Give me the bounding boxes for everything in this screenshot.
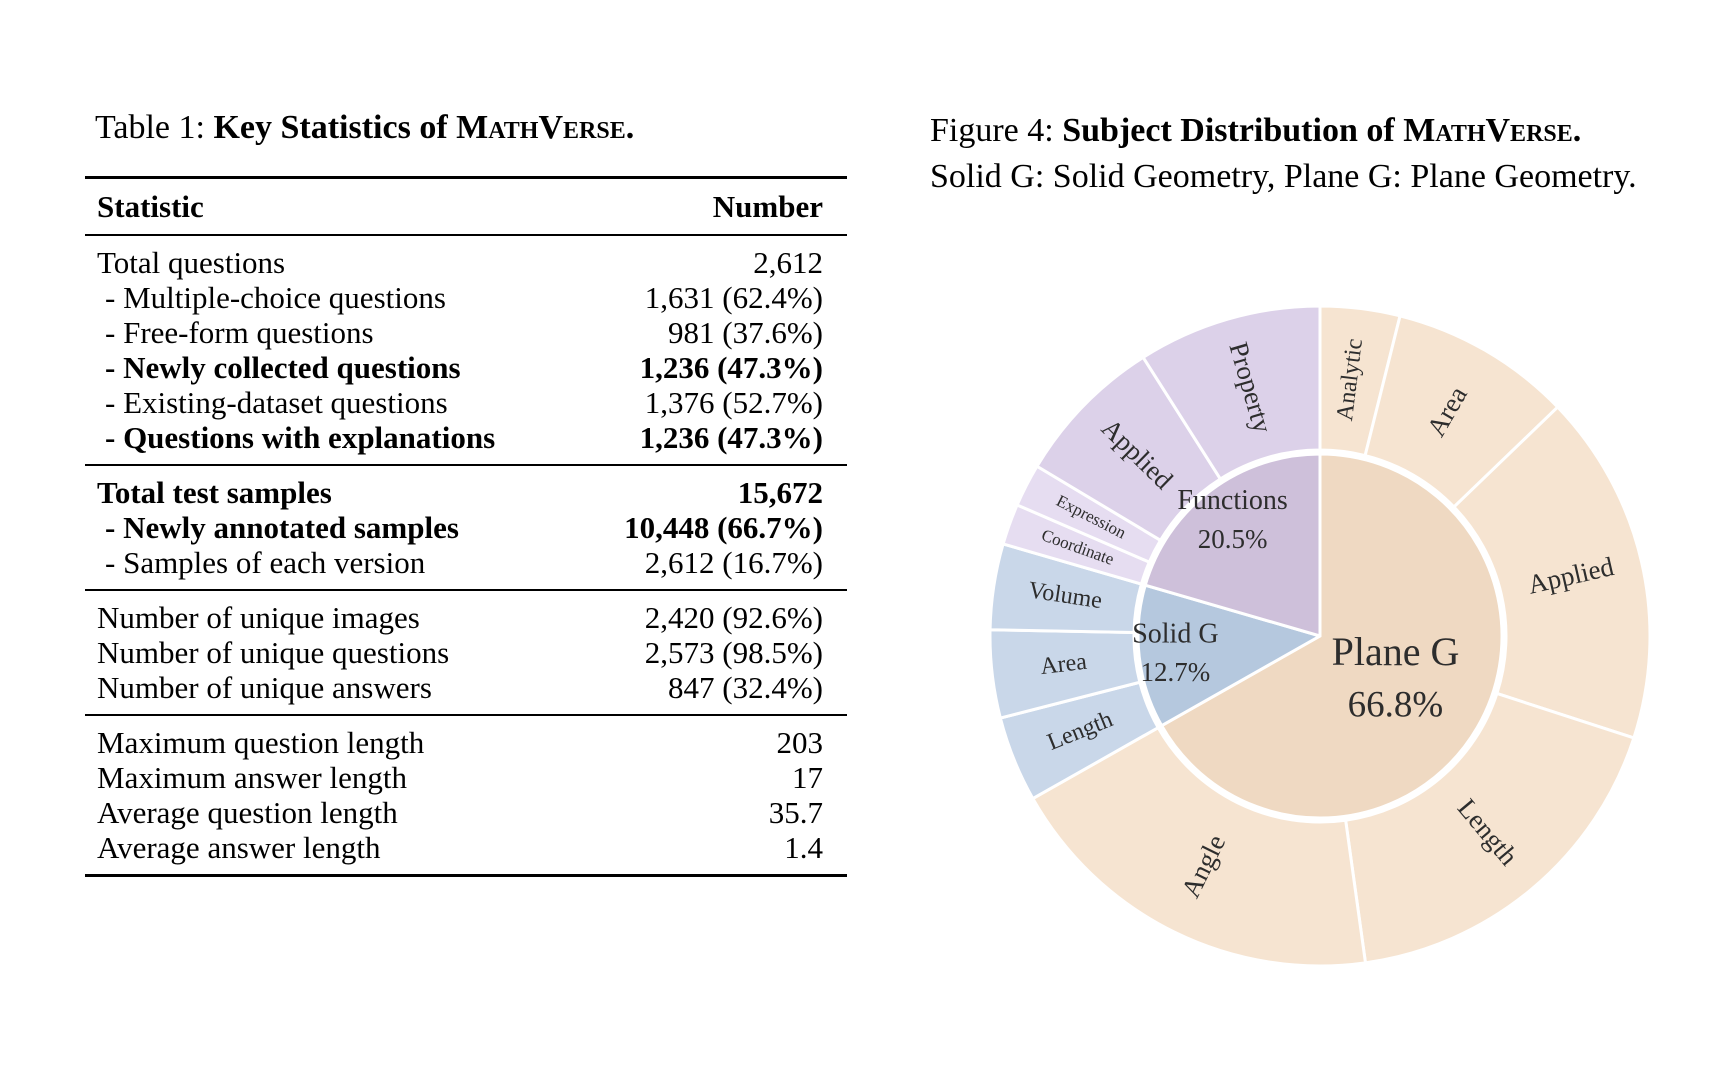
table-title-smallcaps: MathVerse. — [456, 109, 635, 146]
inner-segment-percentage: 20.5% — [1198, 524, 1268, 554]
inner-segment-label: Plane G — [1332, 629, 1460, 674]
row-value: 35.7 — [768, 795, 823, 830]
table-row: Number of unique images 2,420 (92.6%) — [85, 600, 847, 635]
inner-segment-percentage: 12.7% — [1141, 657, 1211, 687]
row-value: 10,448 (66.7%) — [624, 510, 823, 545]
table-body: Total questions 2,612- Multiple-choice qu… — [85, 236, 847, 877]
figure-caption-prefix: Figure 4: — [930, 112, 1063, 149]
inner-segment-label: Functions — [1177, 485, 1287, 516]
table-row: - Newly collected questions 1,236 (47.3%) — [85, 350, 847, 385]
table-row: Average question length 35.7 — [85, 795, 847, 830]
row-value: 203 — [776, 725, 824, 760]
row-value: 2,573 (98.5%) — [644, 635, 823, 670]
inner-segment-label: Solid G — [1132, 618, 1218, 649]
table-row: - Existing-dataset questions 1,376 (52.7%… — [85, 385, 847, 420]
row-label: Maximum answer length — [97, 760, 407, 795]
table-title-prefix: Table 1: — [95, 109, 214, 146]
row-label: Number of unique answers — [97, 670, 432, 705]
row-label: Average answer length — [97, 830, 381, 865]
inner-segment-percentage: 66.8% — [1348, 684, 1444, 725]
row-label: Number of unique questions — [97, 635, 450, 670]
segment-functions — [1143, 452, 1322, 638]
table-row: - Questions with explanations 1,236 (47.3… — [85, 420, 847, 455]
figure-caption: Figure 4: Subject Distribution of MathVe… — [930, 108, 1642, 200]
row-label: Number of unique images — [97, 600, 420, 635]
row-label: - Newly collected questions — [105, 350, 461, 385]
table-row: Maximum question length 203 — [85, 725, 847, 760]
segment-plane-g-angle — [1031, 726, 1367, 968]
table-header-row: Statistic Number — [85, 179, 847, 234]
table-row: Total questions 2,612 — [85, 245, 847, 280]
figure-caption-smallcaps: MathVerse. — [1403, 112, 1582, 149]
figure-4-block: Analytic Area Applied Length Angle Plane G 66.… — [962, 278, 1678, 994]
row-label: - Multiple-choice questions — [105, 280, 446, 315]
row-label: - Questions with explanations — [105, 420, 496, 455]
row-value: 2,420 (92.6%) — [644, 600, 823, 635]
row-label: - Existing-dataset questions — [105, 385, 448, 420]
table-group: Maximum question length 203 Maximum answer… — [85, 716, 847, 874]
row-value: 1,236 (47.3%) — [639, 420, 823, 455]
row-value: 2,612 — [753, 245, 823, 280]
row-label: Average question length — [97, 795, 398, 830]
row-label: Maximum question length — [97, 725, 425, 760]
row-label: - Samples of each version — [105, 545, 426, 580]
row-label: - Newly annotated samples — [105, 510, 459, 545]
table-header-rule — [85, 234, 847, 236]
table-section-rule — [85, 464, 847, 466]
figure-caption-bold: Subject Distribution of — [1062, 112, 1404, 149]
row-value: 1,376 (52.7%) — [644, 385, 823, 420]
table-row: Maximum answer length 17 — [85, 760, 847, 795]
figure-caption-rest: Solid G: Solid Geometry, Plane G: Plane … — [930, 158, 1637, 195]
row-value: 1,236 (47.3%) — [639, 350, 823, 385]
table-title-bold: Key Statistics of — [213, 109, 457, 146]
row-label: Total test samples — [97, 475, 332, 510]
row-label: - Free-form questions — [105, 315, 374, 350]
column-header-number: Number — [712, 189, 823, 224]
table-row: Average answer length 1.4 — [85, 830, 847, 865]
table-bottom-rule — [85, 874, 847, 877]
row-label: Total questions — [97, 245, 286, 280]
table-title: Table 1: Key Statistics of MathVerse. — [85, 106, 847, 150]
table-group: Total questions 2,612- Multiple-choice qu… — [85, 236, 847, 464]
segment-functions-property — [1141, 304, 1322, 481]
table-top-rule — [85, 176, 847, 179]
table-section-rule — [85, 714, 847, 716]
row-value: 2,612 (16.7%) — [644, 545, 823, 580]
table-row: Number of unique questions 2,573 (98.5%) — [85, 635, 847, 670]
table-row: Total test samples 15,672 — [85, 475, 847, 510]
table-row: - Samples of each version 2,612 (16.7%) — [85, 545, 847, 580]
table-row: - Newly annotated samples 10,448 (66.7%) — [85, 510, 847, 545]
segment-plane-g-length — [1344, 691, 1636, 965]
row-value: 15,672 — [737, 475, 823, 510]
table-group: Number of unique images 2,420 (92.6%) Numb… — [85, 591, 847, 714]
table-1-block: Table 1: Key Statistics of MathVerse. St… — [85, 106, 847, 877]
outer-segment-label: Area — [1039, 649, 1089, 680]
table-row: - Multiple-choice questions 1,631 (62.4%) — [85, 280, 847, 315]
segment-plane-g-applied — [1452, 405, 1652, 740]
table-row: Number of unique answers 847 (32.4%) — [85, 670, 847, 705]
row-value: 1,631 (62.4%) — [644, 280, 823, 315]
table-group: Total test samples 15,672- Newly annotate… — [85, 466, 847, 589]
table-section-rule — [85, 589, 847, 591]
row-value: 1.4 — [784, 830, 823, 865]
table-row: - Free-form questions 981 (37.6%) — [85, 315, 847, 350]
row-value: 847 (32.4%) — [668, 670, 823, 705]
segment-solid-g — [1136, 583, 1322, 728]
row-value: 981 (37.6%) — [668, 315, 823, 350]
row-value: 17 — [792, 760, 823, 795]
segment-plane-g — [1160, 452, 1504, 820]
column-header-statistic: Statistic — [97, 189, 204, 224]
